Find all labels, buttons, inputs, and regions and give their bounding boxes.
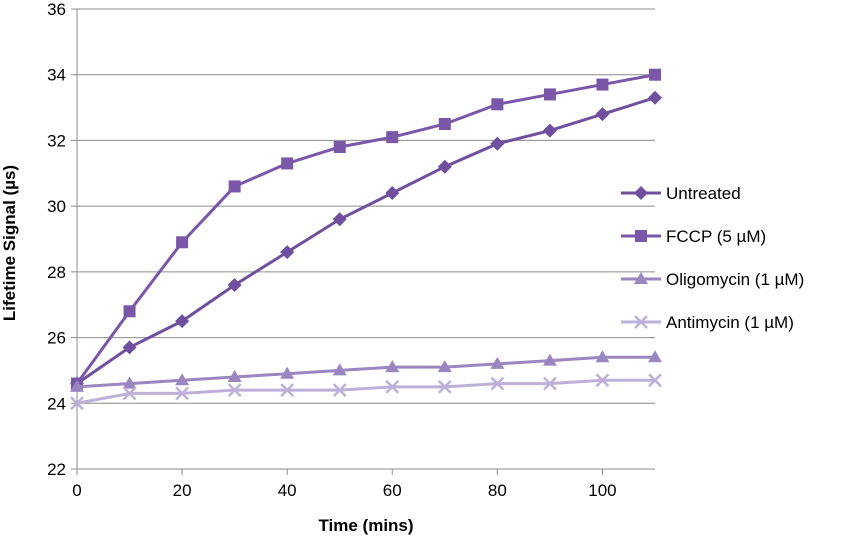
legend-item: Oligomycin (1 µM) bbox=[621, 270, 804, 289]
axes: 22 24 26 28 30 32 34 36 0 20 40 60 80 100 bbox=[47, 0, 617, 500]
data-point bbox=[175, 373, 190, 386]
data-point bbox=[648, 373, 662, 388]
data-point bbox=[332, 212, 347, 227]
data-point bbox=[438, 118, 451, 130]
data-point bbox=[595, 107, 610, 122]
data-point bbox=[648, 90, 662, 105]
data-point bbox=[280, 366, 295, 379]
data-point bbox=[437, 360, 452, 373]
legend-label: FCCP (5 µM) bbox=[666, 227, 766, 246]
series-line bbox=[76, 96, 656, 385]
x-tick-label: 40 bbox=[278, 481, 297, 500]
data-point bbox=[491, 98, 504, 111]
data-point bbox=[175, 386, 189, 401]
data-point bbox=[122, 386, 137, 401]
legend-item: FCCP (5 µM) bbox=[621, 227, 766, 246]
x-tick-label: 0 bbox=[72, 481, 81, 500]
data-point bbox=[70, 396, 84, 411]
data-point bbox=[595, 373, 610, 388]
legend-label: Untreated bbox=[666, 184, 741, 203]
data-point bbox=[332, 383, 347, 398]
y-tick-label: 26 bbox=[47, 329, 66, 348]
legend-marker bbox=[635, 230, 647, 242]
series-1 bbox=[71, 68, 661, 390]
legend-marker bbox=[634, 186, 648, 200]
data-point bbox=[280, 245, 295, 260]
data-point bbox=[490, 136, 505, 151]
data-point bbox=[332, 363, 347, 376]
y-tick-label: 32 bbox=[47, 131, 66, 150]
data-point bbox=[386, 131, 399, 144]
series-3 bbox=[70, 373, 662, 411]
series-line bbox=[76, 355, 655, 389]
data-point bbox=[228, 180, 241, 193]
data-point bbox=[227, 278, 242, 292]
legend-item: Untreated bbox=[621, 184, 741, 203]
legend-marker bbox=[634, 272, 648, 284]
data-point bbox=[596, 78, 609, 91]
data-point bbox=[542, 353, 557, 366]
plot-area bbox=[70, 68, 662, 411]
data-point bbox=[543, 376, 557, 391]
x-tick-label: 80 bbox=[488, 481, 507, 500]
y-tick-label: 28 bbox=[47, 263, 66, 282]
data-point bbox=[175, 314, 190, 329]
data-point bbox=[490, 356, 505, 369]
y-tick-label: 24 bbox=[47, 394, 66, 413]
data-point bbox=[281, 157, 294, 170]
legend-marker bbox=[634, 315, 648, 329]
y-axis-title: Lifetime Signal (µs) bbox=[0, 165, 19, 321]
series-0 bbox=[70, 90, 662, 391]
data-point bbox=[385, 360, 400, 373]
data-point bbox=[123, 305, 136, 318]
legend-label: Antimycin (1 µM) bbox=[666, 313, 794, 332]
data-point bbox=[385, 379, 400, 394]
x-tick-label: 100 bbox=[588, 481, 616, 500]
x-tick-label: 20 bbox=[173, 481, 192, 500]
y-tick-label: 34 bbox=[47, 66, 66, 85]
legend-label: Oligomycin (1 µM) bbox=[666, 270, 804, 289]
data-point bbox=[227, 370, 242, 382]
x-tick-label: 60 bbox=[383, 481, 402, 500]
data-point bbox=[595, 350, 610, 363]
data-point bbox=[648, 350, 662, 363]
x-axis-title: Time (mins) bbox=[318, 516, 413, 535]
data-point bbox=[122, 376, 137, 389]
data-point bbox=[437, 159, 452, 174]
data-point bbox=[176, 236, 189, 249]
y-tick-label: 30 bbox=[47, 197, 66, 216]
legend: Untreated FCCP (5 µM) Oligomycin (1 µM) Ant… bbox=[621, 184, 804, 332]
data-point bbox=[385, 186, 400, 200]
data-point bbox=[543, 88, 556, 101]
data-point bbox=[333, 141, 346, 153]
series-2 bbox=[70, 350, 662, 392]
data-point bbox=[122, 340, 137, 355]
data-point bbox=[70, 379, 84, 392]
series-line bbox=[76, 378, 655, 405]
grid-lines bbox=[77, 8, 655, 470]
data-point bbox=[227, 383, 242, 398]
series-line bbox=[75, 73, 656, 385]
data-point bbox=[542, 123, 557, 138]
data-point bbox=[649, 68, 661, 81]
data-point bbox=[490, 376, 505, 391]
data-point bbox=[437, 379, 452, 394]
y-tick-label: 22 bbox=[47, 460, 66, 479]
legend-item: Antimycin (1 µM) bbox=[621, 313, 794, 332]
data-point bbox=[280, 383, 295, 398]
y-tick-label: 36 bbox=[47, 0, 66, 19]
